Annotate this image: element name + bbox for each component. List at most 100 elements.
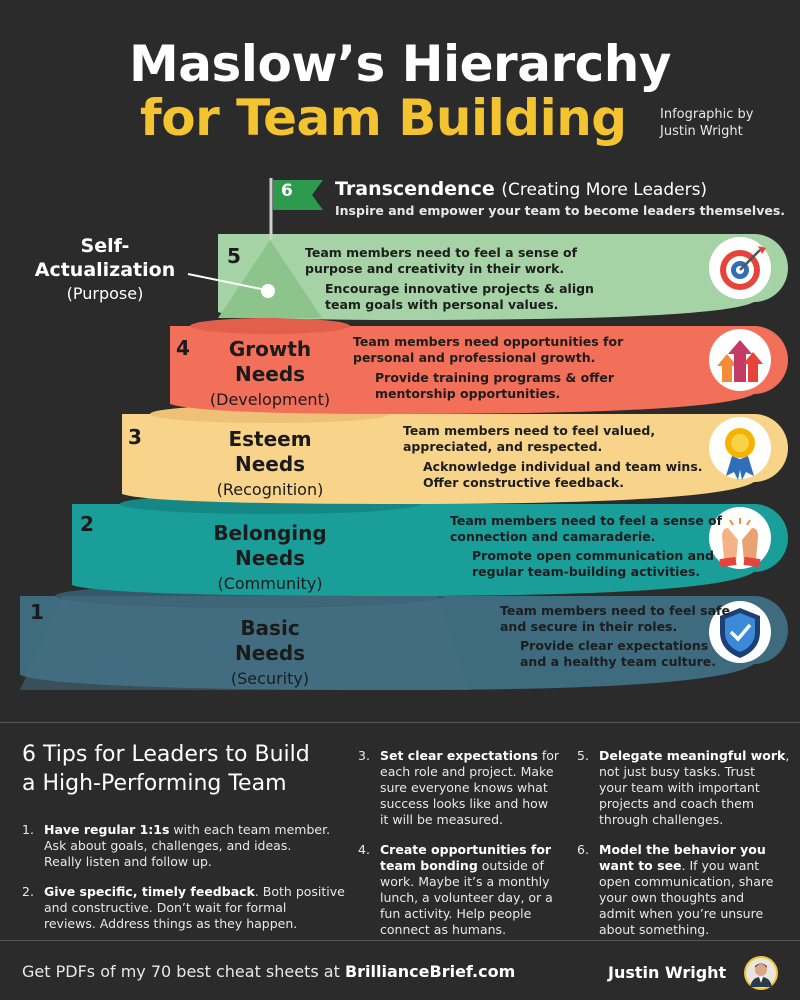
tip-3-line-3: sure everyone knows what bbox=[380, 780, 548, 795]
level-3-name: Esteem Needs (Recognition) bbox=[190, 427, 350, 502]
flag-icon bbox=[269, 178, 323, 240]
level-5-action-line-2: team goals with personal values. bbox=[325, 297, 559, 312]
tip-4-bold-2: team bonding bbox=[380, 858, 478, 873]
title-line-1: Maslow’s Hierarchy bbox=[129, 35, 671, 93]
level-3-action: Acknowledge individual and team wins. Of… bbox=[423, 459, 703, 491]
level-3-name-line-1: Esteem bbox=[228, 427, 312, 451]
byline-author: Justin Wright bbox=[660, 124, 743, 139]
level-4-description: Team members need opportunities for pers… bbox=[353, 334, 623, 366]
level-2-desc-line-1: Team members need to feel a sense of bbox=[450, 513, 723, 528]
tip-6: 6. Model the behavior you want to see. I… bbox=[577, 842, 792, 938]
tip-6-number: 6. bbox=[577, 842, 589, 857]
section-divider bbox=[0, 722, 800, 723]
level-5-desc-line-2: purpose and creativity in their work. bbox=[305, 261, 565, 276]
award-medal-icon bbox=[709, 417, 771, 480]
level-1-number: 1 bbox=[30, 600, 44, 624]
tip-3-line-2: each role and project. Make bbox=[380, 764, 554, 779]
pyramid-graphic bbox=[20, 178, 788, 690]
footer-divider bbox=[0, 940, 800, 941]
tip-1-line-3: Really listen and follow up. bbox=[44, 854, 212, 869]
tips-heading-line-1: 6 Tips for Leaders to Build bbox=[22, 742, 310, 767]
tip-4-line-3: lunch, a volunteer day, or a bbox=[380, 890, 553, 905]
level-3-name-line-2: Needs bbox=[234, 452, 306, 476]
tip-2-number: 2. bbox=[22, 884, 34, 899]
tip-4-line-2: work. Maybe it’s a monthly bbox=[380, 874, 550, 889]
level-3-desc-line-1: Team members need to feel valued, bbox=[403, 423, 656, 438]
level-3-action-line-1: Acknowledge individual and team wins. bbox=[423, 459, 703, 474]
level-6-title: Transcendence (Creating More Leaders) bbox=[335, 178, 707, 200]
byline: Infographic by Justin Wright bbox=[660, 106, 754, 140]
self-actualization-subtitle: (Purpose) bbox=[66, 284, 144, 303]
tip-5-rest: , bbox=[785, 748, 790, 763]
pointer-dot bbox=[261, 284, 275, 298]
tip-3: 3. Set clear expectations for each role … bbox=[358, 748, 573, 828]
level-2-action: Promote open communication and regular t… bbox=[472, 548, 714, 580]
tip-6-rest: . If you want bbox=[681, 858, 760, 873]
level-4-action: Provide training programs & offer mentor… bbox=[375, 370, 614, 402]
tip-6-line-4: admit when you’re unsure bbox=[599, 906, 764, 921]
tip-3-rest: for bbox=[537, 748, 560, 763]
tip-4-line-5: connect as humans. bbox=[380, 922, 507, 937]
level-6-name: Transcendence bbox=[335, 178, 495, 200]
level-1-name-line-1: Basic bbox=[240, 616, 300, 640]
self-actualization-line-2: Actualization bbox=[34, 259, 176, 281]
self-actualization-line-1: Self- bbox=[80, 235, 130, 257]
level-5-band bbox=[218, 234, 788, 320]
level-2-number: 2 bbox=[80, 512, 94, 536]
tip-1-rest: with each team member. bbox=[169, 822, 331, 837]
tip-5-number: 5. bbox=[577, 748, 589, 763]
level-6-number: 6 bbox=[281, 181, 293, 201]
avatar-portrait-icon bbox=[746, 958, 776, 988]
level-3-number: 3 bbox=[128, 425, 142, 449]
level-5-action: Encourage innovative projects & align te… bbox=[325, 281, 594, 313]
tip-2: 2. Give specific, timely feedback. Both … bbox=[22, 884, 352, 932]
level-2-description: Team members need to feel a sense of con… bbox=[450, 513, 722, 545]
shield-check-icon bbox=[709, 601, 771, 663]
tip-5-line-4: projects and coach them bbox=[599, 796, 754, 811]
tip-1-bold: Have regular 1:1s bbox=[44, 822, 170, 837]
footer-text: Get PDFs of my 70 best cheat sheets at B… bbox=[22, 962, 515, 981]
level-4-name: Growth Needs (Development) bbox=[190, 337, 350, 412]
level-1-subtitle: (Security) bbox=[230, 669, 310, 688]
tip-2-bold: Give specific, timely feedback bbox=[44, 884, 255, 899]
tip-4-number: 4. bbox=[358, 842, 370, 857]
byline-line-1: Infographic by bbox=[660, 107, 754, 122]
tip-2-rest: . Both positive bbox=[254, 884, 345, 899]
level-4-subtitle: (Development) bbox=[209, 390, 331, 409]
tip-3-line-5: it will be measured. bbox=[380, 812, 503, 827]
target-icon bbox=[709, 237, 771, 299]
tip-5-bold: Delegate meaningful work bbox=[599, 748, 786, 763]
level-3-desc-line-2: appreciated, and respected. bbox=[403, 439, 603, 454]
tip-3-number: 3. bbox=[358, 748, 370, 763]
tip-4-line-4: fun activity. Help people bbox=[380, 906, 532, 921]
level-2-desc-line-2: connection and camaraderie. bbox=[450, 529, 656, 544]
tip-5: 5. Delegate meaningful work, not just bu… bbox=[577, 748, 792, 828]
level-6-subtitle: (Creating More Leaders) bbox=[501, 180, 708, 200]
level-6-description: Inspire and empower your team to become … bbox=[335, 203, 786, 218]
level-4-number: 4 bbox=[176, 336, 190, 360]
level-1-desc-line-1: Team members need to feel safe bbox=[500, 603, 730, 618]
level-4-action-line-2: mentorship opportunities. bbox=[375, 386, 561, 401]
level-1-band bbox=[20, 584, 788, 690]
level-5-number: 5 bbox=[227, 244, 241, 268]
footer-link[interactable]: BrillianceBrief.com bbox=[344, 962, 516, 981]
avatar bbox=[744, 956, 778, 990]
level-2-name: Belonging Needs (Community) bbox=[180, 521, 360, 596]
tip-6-line-2: open communication, share bbox=[599, 874, 774, 889]
level-1-action: Provide clear expectations and a healthy… bbox=[520, 638, 716, 670]
tip-6-line-5: about something. bbox=[599, 922, 710, 937]
level-3-description: Team members need to feel valued, apprec… bbox=[403, 423, 655, 455]
tip-4-rest: outside of bbox=[477, 858, 544, 873]
level-2-name-line-2: Needs bbox=[234, 546, 306, 570]
tips-heading: 6 Tips for Leaders to Build a High-Perfo… bbox=[22, 740, 352, 798]
high-five-icon bbox=[709, 507, 771, 569]
tip-3-line-4: success looks like and how bbox=[380, 796, 549, 811]
level-1-desc-line-2: and secure in their roles. bbox=[500, 619, 678, 634]
tip-5-line-5: through challenges. bbox=[599, 812, 724, 827]
tip-5-line-2: not just busy tasks. Trust bbox=[599, 764, 756, 779]
footer-author: Justin Wright bbox=[608, 963, 727, 982]
tips-heading-line-2: a High-Performing Team bbox=[22, 771, 287, 796]
level-4-name-line-1: Growth bbox=[228, 337, 312, 361]
level-4-desc-line-2: personal and professional growth. bbox=[353, 350, 596, 365]
footer-prefix: Get PDFs of my 70 best cheat sheets at bbox=[22, 962, 345, 981]
